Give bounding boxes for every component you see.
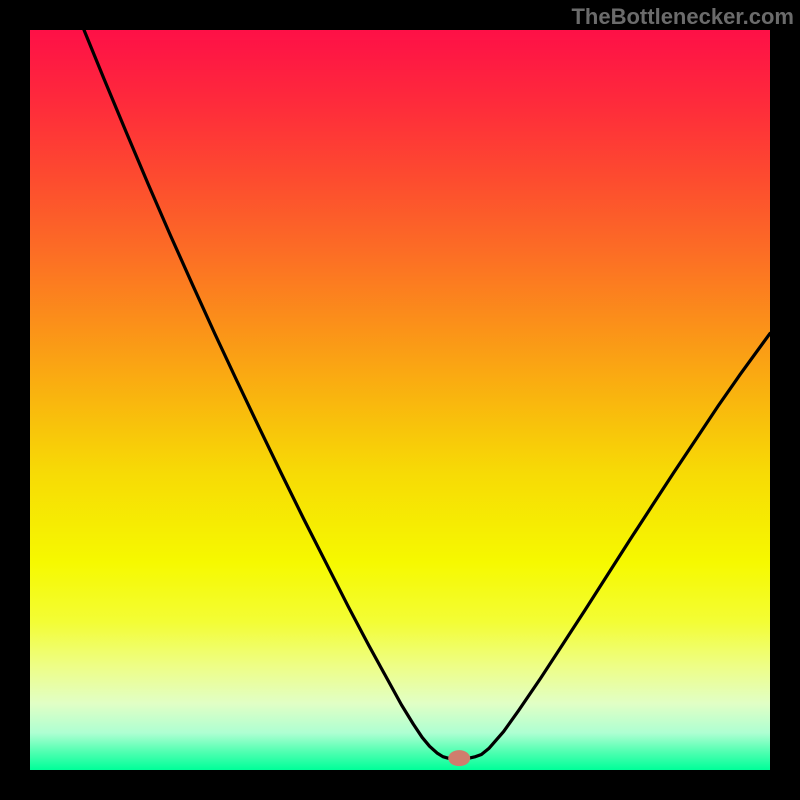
chart-background-gradient <box>30 30 770 770</box>
watermark-text: TheBottlenecker.com <box>571 4 794 30</box>
bottleneck-curve-chart <box>0 0 800 800</box>
chart-container: TheBottlenecker.com <box>0 0 800 800</box>
optimum-marker <box>448 750 470 766</box>
